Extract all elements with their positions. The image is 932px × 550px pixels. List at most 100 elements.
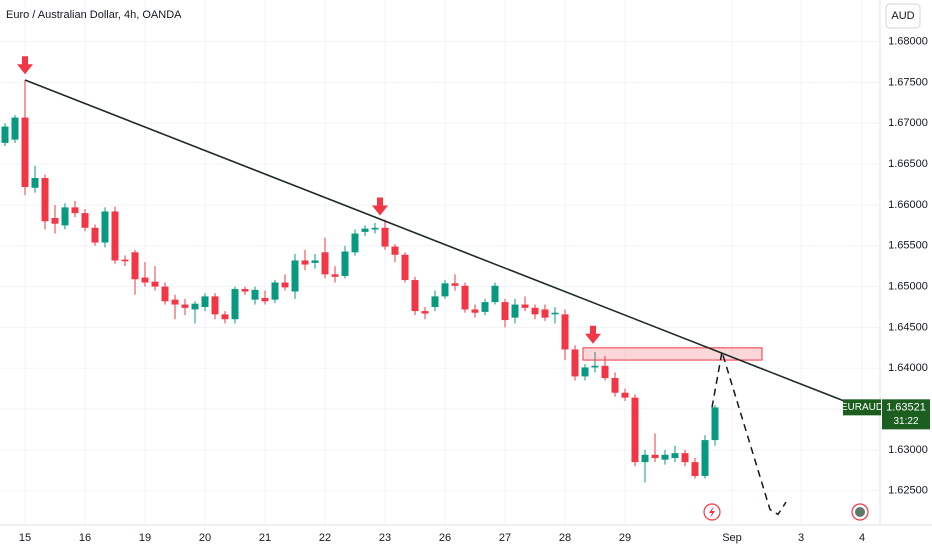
candle-body bbox=[481, 302, 489, 312]
projection-path bbox=[711, 351, 787, 516]
candle-body bbox=[521, 304, 529, 308]
x-tick-label: 23 bbox=[379, 532, 391, 544]
candle-body bbox=[21, 117, 29, 187]
candle-body bbox=[211, 296, 219, 315]
candle-body bbox=[601, 365, 609, 379]
candle-body bbox=[71, 207, 79, 214]
candle-body bbox=[421, 311, 429, 314]
candle-body bbox=[131, 252, 139, 280]
candle-body bbox=[621, 392, 629, 398]
down-arrow bbox=[372, 197, 388, 216]
candle-body bbox=[271, 282, 279, 300]
candle-body bbox=[51, 218, 59, 224]
candle-body bbox=[591, 365, 599, 368]
candle-body bbox=[221, 314, 229, 320]
candle-body bbox=[581, 367, 589, 377]
candle-body bbox=[371, 227, 379, 230]
price-tag bbox=[882, 399, 930, 430]
currency-label[interactable]: AUD bbox=[891, 10, 914, 22]
candle-body bbox=[151, 281, 159, 287]
candle-body bbox=[531, 307, 539, 315]
symbol-tag bbox=[843, 399, 881, 416]
y-tick-label: 1.64500 bbox=[888, 321, 928, 333]
candle-body bbox=[381, 227, 389, 247]
candle-body bbox=[161, 286, 169, 302]
x-tick-label: 21 bbox=[259, 532, 271, 544]
candle-body bbox=[451, 283, 459, 286]
y-tick-label: 1.67500 bbox=[888, 76, 928, 88]
candle-body bbox=[501, 302, 509, 321]
x-tick-label: 22 bbox=[319, 532, 331, 544]
y-tick-label: 1.67000 bbox=[888, 117, 928, 129]
candle-body bbox=[461, 285, 469, 310]
candle-body bbox=[121, 259, 129, 262]
x-tick-label: 29 bbox=[619, 532, 631, 544]
down-arrow bbox=[17, 56, 33, 75]
x-tick-label: 26 bbox=[439, 532, 451, 544]
candle-body bbox=[321, 252, 329, 275]
candle-body bbox=[471, 309, 479, 313]
candle-body bbox=[281, 282, 289, 288]
symbol-label: EURAUD bbox=[841, 402, 883, 413]
chart-title: Euro / Australian Dollar, 4h, OANDA bbox=[6, 9, 182, 21]
candle-body bbox=[661, 454, 669, 460]
candle-body bbox=[491, 285, 499, 303]
candle-body bbox=[341, 251, 349, 276]
candle-body bbox=[351, 233, 359, 253]
candle-body bbox=[401, 254, 409, 281]
y-tick-label: 1.66500 bbox=[888, 158, 928, 170]
candle-body bbox=[261, 298, 269, 302]
candle-body bbox=[201, 296, 209, 307]
candle-body bbox=[701, 440, 709, 477]
currency-button[interactable] bbox=[885, 3, 921, 29]
candle-body bbox=[541, 309, 549, 318]
countdown: 31:22 bbox=[893, 416, 918, 427]
y-tick-label: 1.65000 bbox=[888, 280, 928, 292]
candle-body bbox=[311, 260, 319, 263]
candle-body bbox=[231, 289, 239, 320]
candle-body bbox=[11, 117, 19, 140]
candle-body bbox=[391, 246, 399, 255]
candle-body bbox=[611, 378, 619, 393]
candle-body bbox=[241, 289, 249, 292]
y-tick-label: 1.63000 bbox=[888, 444, 928, 456]
candle-body bbox=[441, 283, 449, 297]
candle-body bbox=[431, 296, 439, 307]
candle-body bbox=[1, 126, 9, 143]
icon-flag[interactable] bbox=[851, 503, 869, 521]
candle-body bbox=[551, 312, 559, 315]
candle-body bbox=[641, 454, 649, 463]
candle-body bbox=[31, 177, 39, 188]
last-price: 1.63521 bbox=[886, 401, 926, 413]
candle-body bbox=[181, 304, 189, 308]
candle-body bbox=[561, 314, 569, 350]
y-tick-label: 1.65500 bbox=[888, 240, 928, 252]
candle-body bbox=[671, 453, 679, 459]
candle-body bbox=[681, 453, 689, 463]
candle-body bbox=[571, 349, 579, 377]
candle-body bbox=[291, 260, 299, 292]
down-arrow bbox=[585, 325, 601, 344]
candle-body bbox=[631, 397, 639, 463]
candle-body bbox=[61, 207, 69, 226]
candle-body bbox=[251, 289, 259, 300]
candle-body bbox=[81, 213, 89, 228]
y-tick-label: 1.68000 bbox=[888, 36, 928, 48]
x-tick-label: 19 bbox=[139, 532, 151, 544]
candle-body bbox=[101, 211, 109, 243]
candle-body bbox=[511, 304, 519, 318]
candle-body bbox=[91, 227, 99, 243]
candle-body bbox=[411, 280, 419, 312]
candle-body bbox=[111, 211, 119, 261]
candle-body bbox=[191, 303, 199, 310]
candle-body bbox=[171, 299, 179, 305]
candle-body bbox=[361, 228, 369, 232]
icon-lightning[interactable] bbox=[703, 503, 721, 521]
x-tick-label: 27 bbox=[499, 532, 511, 544]
trendline bbox=[24, 79, 849, 404]
y-tick-label: 1.66000 bbox=[888, 199, 928, 211]
x-tick-label: 3 bbox=[798, 532, 804, 544]
y-tick-label: 1.64000 bbox=[888, 362, 928, 374]
x-tick-label: 4 bbox=[859, 532, 865, 544]
